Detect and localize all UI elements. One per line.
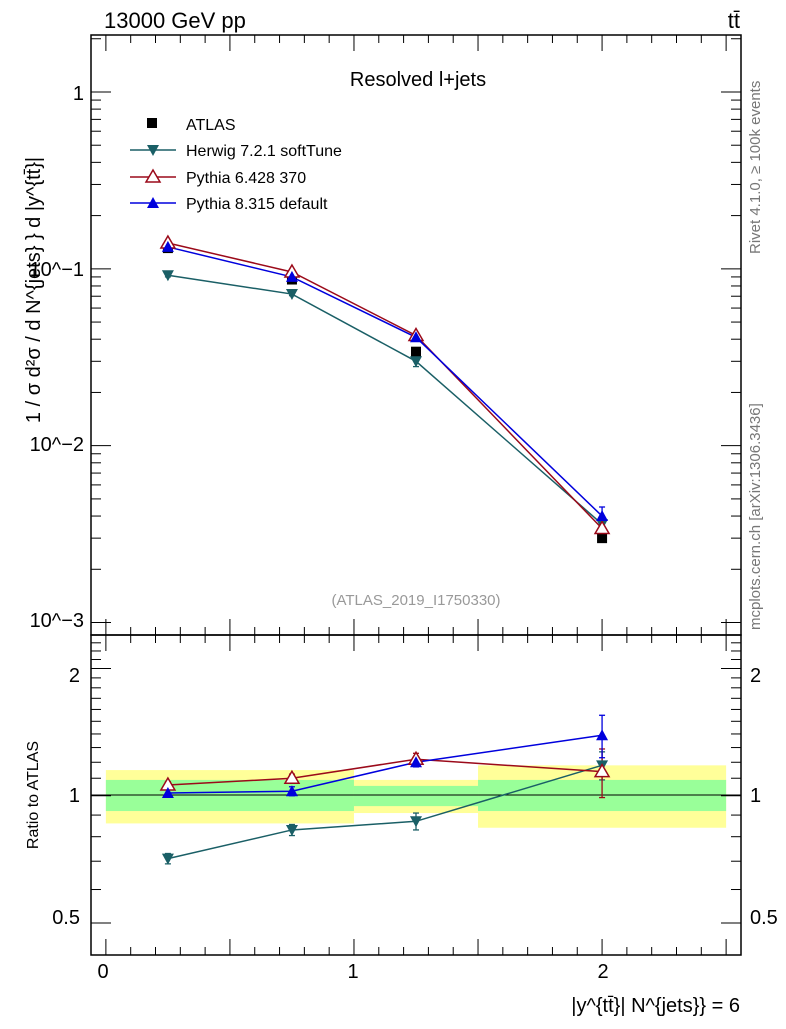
- ratio-point-pythia8: [410, 756, 422, 768]
- xtick-label-1: 1: [347, 961, 358, 983]
- ratio-point-pythia8: [161, 786, 174, 798]
- ratio-line-herwig: [167, 764, 603, 860]
- legend-label-atlas: ATLAS: [186, 117, 236, 134]
- legend: ATLAS Herwig 7.2.1 softTune Pythia 6.428…: [130, 117, 342, 213]
- main-series-lines: [167, 242, 603, 530]
- ratio-point-pythia6: [593, 763, 611, 778]
- atlas-data-point: [411, 346, 421, 357]
- main-line-pythia8: [167, 246, 603, 517]
- main-point-herwig: [285, 289, 298, 301]
- main-ylabel: 1 / σ d²σ / d N^{jets} } d |y^{tt̄}|: [23, 157, 45, 423]
- ratio-ytick-05-right: 0.5: [750, 907, 778, 929]
- x-axis-label: |y^{tt̄}| N^{jets}} = 6: [571, 995, 740, 1017]
- main-point-pythia8: [161, 240, 174, 252]
- ratio-ytick-2-right: 2: [750, 665, 761, 687]
- ratio-ytick-05-left: 0.5: [52, 907, 80, 929]
- ytick-label-1e-2: 10^−2: [30, 434, 84, 456]
- main-point-herwig: [161, 270, 174, 282]
- ratio-point-pythia8: [596, 729, 609, 741]
- legend-label-herwig: Herwig 7.2.1 softTune: [186, 143, 342, 160]
- ytick-label-1e-3: 10^−3: [30, 610, 84, 632]
- ratio-point-herwig: [285, 824, 298, 836]
- main-point-pythia8: [410, 331, 422, 343]
- legend-marker-pythia6: [144, 168, 162, 183]
- main-line-pythia6: [167, 242, 603, 530]
- ratio-point-pythia8: [285, 785, 298, 797]
- ratio-ylabel: Ratio to ATLAS: [25, 741, 42, 849]
- atlas-data-point: [597, 533, 608, 544]
- analysis-label: (ATLAS_2019_I1750330): [331, 592, 500, 609]
- legend-label-pythia6: Pythia 6.428 370: [186, 170, 306, 187]
- main-point-pythia8: [285, 270, 298, 282]
- ytick-label-1e-1: 10^−1: [30, 259, 84, 281]
- ratio-point-pythia6: [283, 769, 301, 784]
- main-point-herwig: [410, 356, 422, 368]
- legend-marker-pythia8: [147, 197, 159, 208]
- main-point-pythia8: [596, 510, 609, 522]
- rivet-label: Rivet 4.1.0, ≥ 100k events: [747, 81, 764, 254]
- ratio-ytick-2-left: 2: [69, 665, 80, 687]
- ratio-point-herwig: [161, 853, 174, 865]
- main-point-pythia6: [593, 520, 611, 535]
- ratio-line-pythia8: [167, 734, 603, 794]
- legend-marker-atlas: [147, 118, 157, 128]
- main-series-markers: [159, 234, 611, 544]
- ratio-point-herwig: [410, 816, 422, 828]
- main-title: Resolved l+jets: [350, 69, 486, 91]
- ratio-ytick-1-left: 1: [69, 785, 80, 807]
- legend-marker-herwig: [147, 145, 159, 156]
- ratio-panel-frame: [90, 634, 742, 956]
- main-axis-ticks: [91, 35, 741, 635]
- xtick-label-0: 0: [97, 961, 108, 983]
- ratio-band-inner: [353, 785, 479, 807]
- main-line-herwig: [167, 274, 603, 525]
- ratio-ytick-1-right: 1: [750, 785, 761, 807]
- ratio-series-markers: [159, 714, 611, 865]
- ytick-label-1: 1: [73, 83, 84, 105]
- process-label: tt̄: [728, 8, 740, 33]
- xtick-label-2: 2: [597, 961, 608, 983]
- energy-label: 13000 GeV pp: [104, 8, 246, 33]
- legend-label-pythia8: Pythia 8.315 default: [186, 196, 328, 213]
- ratio-line-pythia6: [167, 758, 603, 786]
- ratio-series-lines: [167, 734, 603, 860]
- ratio-axis-ticks: [91, 635, 741, 955]
- mcplots-label: mcplots.cern.ch [arXiv:1306.3436]: [747, 403, 764, 630]
